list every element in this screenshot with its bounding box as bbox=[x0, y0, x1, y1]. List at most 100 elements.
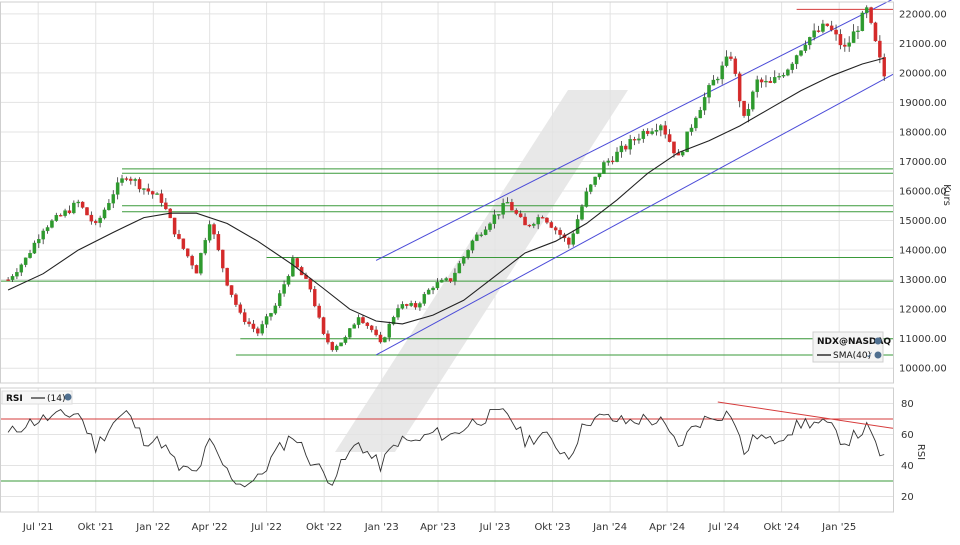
candle-body bbox=[426, 289, 431, 295]
watermark-logo bbox=[335, 90, 628, 452]
candle-body bbox=[291, 258, 295, 277]
time-tick-label: Okt '24 bbox=[763, 522, 799, 533]
candle-body bbox=[497, 214, 501, 216]
candle-body bbox=[256, 328, 260, 334]
time-tick-label: Okt '22 bbox=[306, 522, 342, 533]
time-tick-label: Jan '24 bbox=[592, 522, 627, 533]
candle-body bbox=[483, 229, 488, 235]
candle-body bbox=[391, 317, 396, 325]
candle-body bbox=[527, 224, 532, 227]
candle-body bbox=[190, 255, 194, 266]
candle-body bbox=[343, 337, 348, 343]
candle-body bbox=[58, 215, 63, 217]
candle-body bbox=[501, 203, 505, 215]
candle-body bbox=[185, 248, 190, 257]
candle-body bbox=[41, 230, 45, 240]
candle-body bbox=[76, 201, 80, 204]
candle-body bbox=[851, 31, 856, 43]
price-tick-label: 19000.00 bbox=[899, 98, 947, 109]
candle-body bbox=[107, 203, 111, 211]
candle-body bbox=[808, 37, 812, 46]
candle-body bbox=[737, 73, 742, 102]
candle-body bbox=[812, 30, 816, 38]
candle-body bbox=[181, 238, 186, 249]
candle-body bbox=[540, 217, 545, 219]
candle-body bbox=[216, 234, 221, 251]
time-tick-label: Jul '22 bbox=[250, 522, 282, 533]
candle-body bbox=[72, 202, 76, 214]
candle-body bbox=[352, 324, 356, 329]
sma-40-line bbox=[7, 57, 885, 325]
candle-body bbox=[102, 209, 107, 219]
candle-body bbox=[32, 242, 37, 254]
legend-sma-check-icon[interactable]: ✓ bbox=[866, 351, 874, 361]
candle-body bbox=[716, 78, 720, 81]
support-resistance-levels bbox=[0, 8, 893, 356]
candle-body bbox=[505, 202, 510, 204]
legend-instrument-menu-icon[interactable] bbox=[874, 337, 882, 345]
time-tick-label: Jul '23 bbox=[479, 522, 511, 533]
candle-body bbox=[724, 56, 729, 66]
candle-body bbox=[418, 303, 422, 308]
candle-body bbox=[659, 125, 663, 131]
candle-body bbox=[829, 25, 834, 31]
candle-body bbox=[50, 220, 54, 228]
candle-body bbox=[816, 30, 821, 32]
time-tick-label: Apr '24 bbox=[649, 522, 685, 533]
candle-body bbox=[177, 234, 181, 239]
legend-instrument-label: NDX@NASDAQ bbox=[817, 337, 891, 347]
price-panel-border bbox=[0, 1, 894, 384]
candle-body bbox=[689, 127, 694, 132]
candle-body bbox=[549, 222, 554, 228]
candle-body bbox=[729, 56, 733, 59]
rsi-tick-label: 20 bbox=[901, 492, 914, 503]
candle-body bbox=[129, 178, 133, 181]
candle-body bbox=[251, 323, 256, 329]
candle-body bbox=[545, 217, 549, 223]
candle-body bbox=[164, 202, 168, 210]
candle-body bbox=[553, 227, 558, 231]
time-tick-label: Apr '22 bbox=[192, 522, 228, 533]
channel-upper-line bbox=[375, 0, 893, 261]
candle-body bbox=[120, 178, 124, 183]
candle-body bbox=[637, 138, 641, 141]
candle-body bbox=[150, 191, 155, 195]
candle-body bbox=[843, 44, 847, 47]
candle-body bbox=[571, 233, 575, 245]
candle-body bbox=[273, 305, 278, 314]
candle-body bbox=[615, 151, 619, 162]
rsi-legend-menu-icon[interactable] bbox=[64, 393, 72, 401]
candle-body bbox=[444, 278, 448, 281]
candle-body bbox=[155, 193, 159, 195]
candle-body bbox=[619, 145, 624, 153]
legend-sma-menu-icon[interactable] bbox=[874, 351, 882, 359]
candle-body bbox=[440, 279, 444, 283]
candle-body bbox=[610, 160, 615, 163]
candle-body bbox=[142, 188, 146, 190]
candle-body bbox=[593, 176, 597, 185]
rsi-legend: RSI (14) bbox=[1, 390, 73, 405]
candle-body bbox=[821, 23, 825, 32]
candle-body bbox=[588, 184, 593, 192]
candle-body bbox=[374, 329, 378, 336]
candle-body bbox=[260, 324, 264, 334]
candle-body bbox=[702, 97, 707, 111]
candle-body bbox=[221, 249, 225, 269]
candle-body bbox=[19, 264, 24, 273]
candle-body bbox=[326, 333, 330, 343]
candle-body bbox=[654, 129, 659, 132]
candle-body bbox=[685, 131, 689, 153]
candle-body bbox=[330, 341, 335, 351]
time-tick-label: Jul '24 bbox=[708, 522, 740, 533]
candle-body bbox=[93, 221, 98, 224]
candle-body bbox=[707, 85, 711, 98]
candle-body bbox=[882, 57, 886, 77]
price-tick-label: 20000.00 bbox=[899, 68, 947, 79]
rsi-axis-label: RSI bbox=[915, 444, 926, 460]
price-axis-label: Kurs bbox=[941, 184, 952, 206]
candle-body bbox=[663, 125, 667, 135]
candle-body bbox=[247, 321, 251, 325]
candle-body bbox=[339, 342, 343, 347]
candle-body bbox=[518, 213, 523, 218]
